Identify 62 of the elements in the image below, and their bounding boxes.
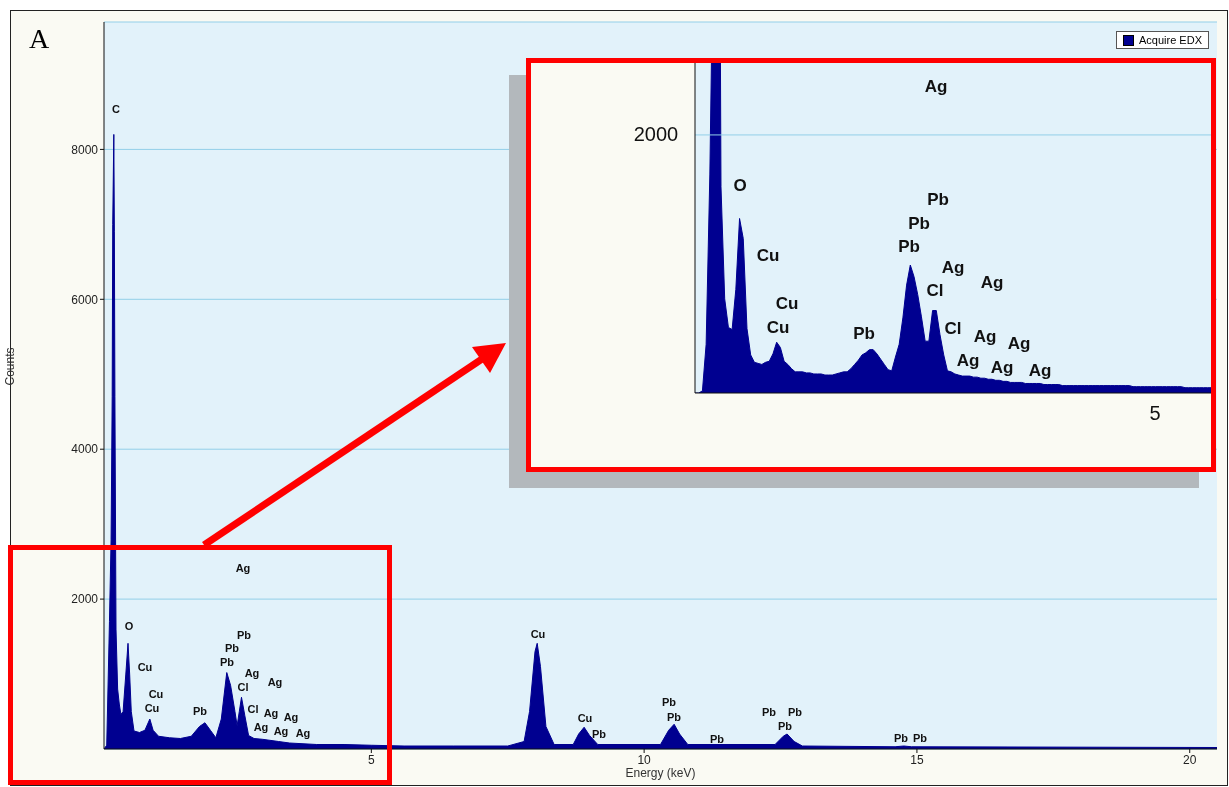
annotation: 5: [1149, 402, 1161, 424]
y-tick-label: 4000: [71, 442, 99, 457]
annotation: Pb: [666, 710, 682, 723]
annotation: O: [733, 175, 747, 195]
annotation: Cl: [926, 280, 944, 300]
annotation: Ag: [941, 257, 965, 277]
annotation: Ag: [924, 76, 948, 96]
annotation: Pb: [761, 705, 777, 718]
annotation: Pb: [853, 323, 875, 343]
annotation: Ag: [1007, 333, 1031, 353]
annotation: Pb: [236, 628, 252, 641]
annotation: O: [124, 619, 134, 632]
y-axis-title: Counts: [3, 347, 18, 386]
annotation: Pb: [893, 731, 909, 744]
x-axis-title: Energy (keV): [625, 766, 696, 780]
annotation: Ag: [253, 720, 269, 733]
annotation: Cu: [577, 711, 593, 724]
x-tick-label: 5: [367, 752, 375, 767]
annotation: Pb: [192, 704, 208, 717]
annotation: Cu: [144, 701, 160, 714]
y-tick-label: 2000: [71, 592, 99, 607]
annotation: Pb: [709, 732, 725, 745]
annotation: Pb: [661, 695, 677, 708]
annotation: Cu: [775, 293, 799, 313]
annotation: Ag: [235, 561, 251, 574]
annotation: Cu: [530, 627, 546, 640]
annotation: Ag: [244, 666, 260, 679]
y-tick-label: 6000: [71, 292, 99, 307]
annotation: Cl: [944, 318, 962, 338]
chart-title: A: [29, 23, 50, 55]
annotation: Pb: [591, 727, 607, 740]
legend-label: Acquire EDX: [1139, 34, 1202, 46]
annotation: Cu: [137, 660, 153, 673]
annotation: Ag: [980, 272, 1004, 292]
annotation: 2000: [633, 123, 679, 145]
annotation: Ag: [267, 675, 283, 688]
annotation: Cl: [237, 680, 249, 693]
annotation: Pb: [927, 189, 949, 209]
y-tick-label: 8000: [71, 142, 99, 157]
annotation: Ag: [973, 326, 997, 346]
annotation: Pb: [224, 641, 240, 654]
annotation: Ag: [263, 706, 279, 719]
annotation: Pb: [908, 213, 930, 233]
x-tick-label: 10: [637, 752, 652, 767]
annotation: Ag: [1028, 360, 1052, 380]
annotation: Pb: [219, 655, 235, 668]
annotation: Pb: [912, 731, 928, 744]
annotation: Cu: [756, 245, 780, 265]
annotation: Cu: [766, 317, 790, 337]
annotation: Cu: [148, 687, 164, 700]
annotation: Pb: [777, 719, 793, 732]
annotation: Cl: [247, 702, 259, 715]
annotation: Pb: [787, 705, 803, 718]
annotation: C: [112, 102, 120, 115]
annotation: Ag: [283, 710, 299, 723]
annotation: Ag: [273, 724, 289, 737]
x-tick-label: 15: [910, 752, 924, 767]
x-tick-label: 20: [1183, 752, 1197, 767]
annotation: Pb: [898, 236, 920, 256]
annotation: Ag: [295, 726, 311, 739]
annotation: Ag: [990, 357, 1014, 377]
annotation: Ag: [956, 350, 980, 370]
